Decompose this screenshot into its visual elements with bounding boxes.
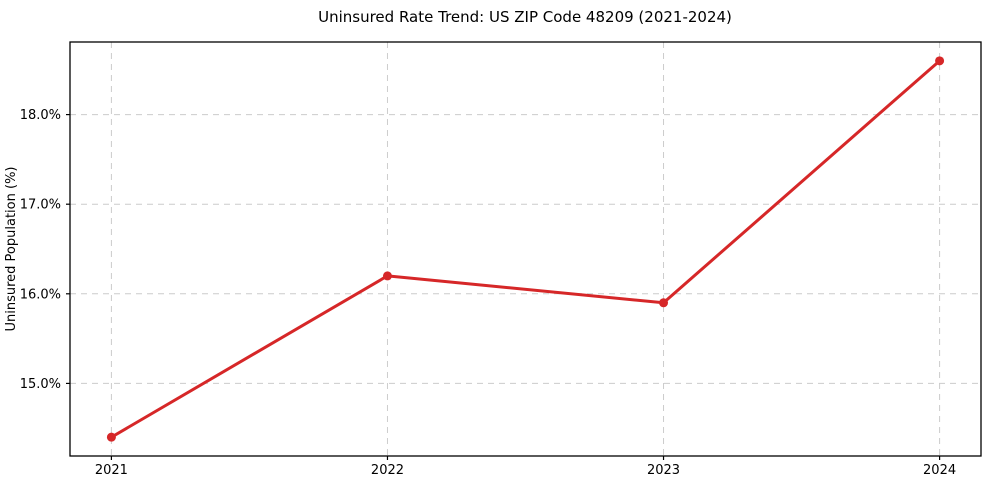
plot-border — [69, 41, 982, 457]
tick-labels: 2021 2022 2023 2024 15.0% 16.0% 17.0% 18.0% — [20, 108, 956, 478]
data-point-2022 — [382, 271, 392, 281]
y-tick-label: 18.0% — [20, 108, 61, 123]
x-tick-label: 2024 — [923, 463, 956, 478]
y-tick-label: 17.0% — [20, 198, 61, 213]
x-tick-label: 2023 — [647, 463, 680, 478]
trend-line — [109, 59, 942, 439]
grid-lines — [70, 42, 981, 456]
data-series — [106, 56, 945, 442]
axis-ticks — [66, 113, 941, 460]
data-point-2021 — [106, 432, 116, 442]
x-tick-label: 2022 — [371, 463, 404, 478]
x-tick-label: 2021 — [95, 463, 128, 478]
plot-border-rect — [69, 41, 982, 457]
y-tick-label: 16.0% — [20, 287, 61, 302]
data-point-2024 — [935, 56, 945, 66]
data-point-2023 — [659, 298, 669, 308]
chart-title: Uninsured Rate Trend: US ZIP Code 48209 … — [318, 8, 732, 26]
y-tick-label: 15.0% — [20, 377, 61, 392]
y-axis-label: Uninsured Population (%) — [4, 167, 19, 332]
